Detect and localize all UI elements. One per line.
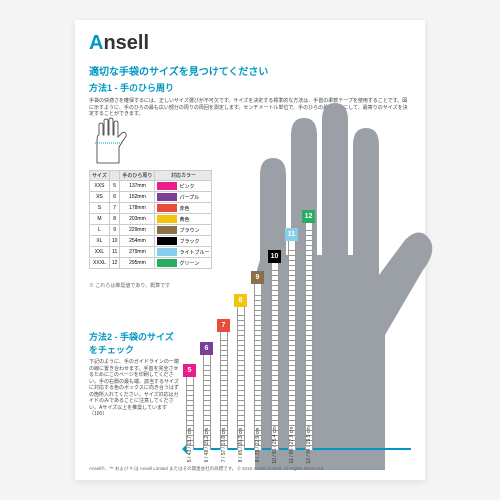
table-header: サイズ xyxy=(90,171,110,181)
table-note: ※ これらは推奨値であり、概算です xyxy=(89,282,170,289)
copyright: Ansell®、™ および ® は Ansell Limited またはその関連… xyxy=(89,466,411,472)
color-swatch xyxy=(157,259,177,267)
ruler-6: 66 / 48 / 15.2 cm xyxy=(200,358,213,450)
ruler-label: 12 / 94 / 29.5 cm xyxy=(306,426,312,463)
table-header: 対応カラー xyxy=(155,171,212,181)
table-row: XXS5137mmピンク xyxy=(90,181,212,192)
page: Ansell 適切な手袋のサイズを見つけてください 方法1 - 手のひら周り 手… xyxy=(75,20,425,480)
ruler-8: 88 / 65 / 20.3 cm xyxy=(234,310,247,450)
ruler-label: 10 / 81 / 25.4 cm xyxy=(272,426,278,463)
page-title: 適切な手袋のサイズを見つけてください xyxy=(89,63,411,78)
ruler-12: 1212 / 94 / 29.5 cm xyxy=(302,226,315,450)
logo: Ansell xyxy=(89,32,411,55)
ruler-group: 55 / 43 / 13.7 cm 66 / 48 / 15.2 cm 77 / 5… xyxy=(183,210,411,450)
ruler-label: 9 / 73 / 22.9 cm xyxy=(255,428,261,462)
ruler-5: 55 / 43 / 13.7 cm xyxy=(183,380,196,450)
ruler-tab: 10 xyxy=(268,250,281,263)
logo-text: nsell xyxy=(103,32,149,54)
ruler-label: 7 / 57 / 17.8 cm xyxy=(221,428,227,462)
hand-outline-small xyxy=(89,115,129,165)
method2-label: 方法2 - 手袋のサイズをチェック xyxy=(89,330,179,356)
ruler-tab: 7 xyxy=(217,319,230,332)
method2-block: 方法2 - 手袋のサイズをチェック 下記のように、手のガイドラインの一端の線に置… xyxy=(89,330,179,418)
color-swatch xyxy=(157,248,177,256)
ruler-body xyxy=(254,284,262,450)
ruler-7: 77 / 57 / 17.8 cm xyxy=(217,335,230,450)
ruler-tab: 6 xyxy=(200,342,213,355)
color-swatch xyxy=(157,182,177,190)
color-swatch xyxy=(157,193,177,201)
ruler-tab: 12 xyxy=(302,210,315,223)
ruler-11: 1111 / 89 / 27.9 cm xyxy=(285,244,298,450)
ruler-label: 6 / 48 / 15.2 cm xyxy=(204,428,210,462)
ruler-tab: 5 xyxy=(183,364,196,377)
table-header xyxy=(109,171,120,181)
ruler-tab: 8 xyxy=(234,294,247,307)
table-row: XS6152mmパープル xyxy=(90,192,212,203)
color-swatch xyxy=(157,226,177,234)
ruler-body xyxy=(305,223,313,450)
ruler-tab: 11 xyxy=(285,228,298,241)
ruler-tab: 9 xyxy=(251,271,264,284)
table-header: 手のひら周り xyxy=(120,171,155,181)
color-swatch xyxy=(157,215,177,223)
ruler-9: 99 / 73 / 22.9 cm xyxy=(251,287,264,450)
ruler-10: 1010 / 81 / 25.4 cm xyxy=(268,266,281,450)
method2-desc: 下記のように、手のガイドラインの一端の線に置き合わせます。手首を完全させるために… xyxy=(89,359,179,418)
ruler-label: 5 / 43 / 13.7 cm xyxy=(187,428,193,462)
ruler-label: 11 / 89 / 27.9 cm xyxy=(289,427,295,464)
color-swatch xyxy=(157,237,177,245)
ruler-body xyxy=(271,263,279,450)
color-swatch xyxy=(157,204,177,212)
ruler-body xyxy=(288,241,296,450)
ruler-label: 8 / 65 / 20.3 cm xyxy=(238,428,244,462)
